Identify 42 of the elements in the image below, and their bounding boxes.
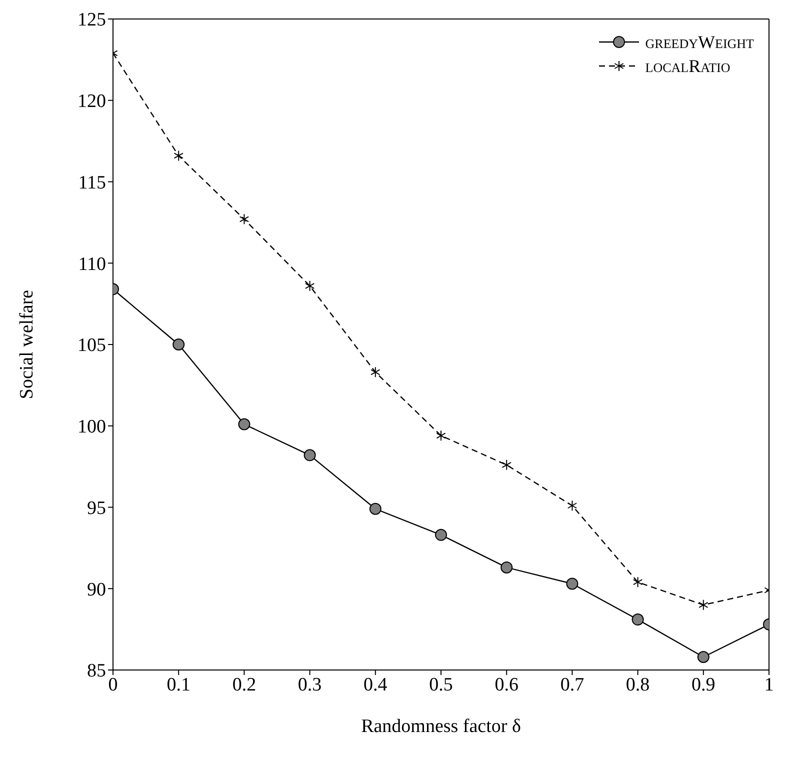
x-tick-label: 0.2 xyxy=(232,674,256,696)
x-tick-label: 0 xyxy=(108,674,118,696)
point xyxy=(697,650,710,663)
x-tick-label: 1 xyxy=(764,674,774,696)
point xyxy=(632,576,643,588)
point xyxy=(502,459,512,470)
y-axis-title: Social welfare xyxy=(16,290,38,400)
x-tick-label: 0.1 xyxy=(166,674,190,696)
x-tick-label: 0.6 xyxy=(494,674,518,696)
point xyxy=(304,280,315,292)
y-tick-label: 105 xyxy=(78,335,106,356)
x-tick-label: 0.7 xyxy=(560,674,584,696)
point xyxy=(304,449,316,462)
y-tick-label: 85 xyxy=(87,660,106,682)
y-tick-label: 90 xyxy=(87,579,106,600)
legend-label: localRatio xyxy=(645,56,730,76)
point xyxy=(566,578,578,590)
point xyxy=(174,150,184,162)
x-axis-title: Randomness factor δ xyxy=(361,716,521,737)
point xyxy=(435,528,447,541)
x-tick-label: 0.3 xyxy=(298,674,322,696)
point xyxy=(369,502,382,515)
y-tick-label: 110 xyxy=(78,254,106,275)
y-tick-label: 95 xyxy=(87,498,106,519)
y-tick-label: 125 xyxy=(78,10,106,31)
point xyxy=(370,366,380,378)
x-tick-label: 0.5 xyxy=(429,674,453,696)
point xyxy=(632,614,644,626)
point xyxy=(698,599,708,610)
x-tick-label: 0.8 xyxy=(626,674,650,696)
point xyxy=(172,338,185,350)
y-tick-label: 100 xyxy=(78,416,106,438)
point xyxy=(500,561,513,574)
x-tick-label: 0.9 xyxy=(692,674,716,696)
point xyxy=(238,418,250,430)
x-tick-label: 0.4 xyxy=(364,674,388,696)
point xyxy=(436,430,446,442)
y-tick-label: 120 xyxy=(78,91,106,112)
point xyxy=(567,500,578,512)
legend-label: greedyWeight xyxy=(645,32,754,52)
point xyxy=(239,214,250,225)
y-tick-label: 115 xyxy=(78,172,106,194)
